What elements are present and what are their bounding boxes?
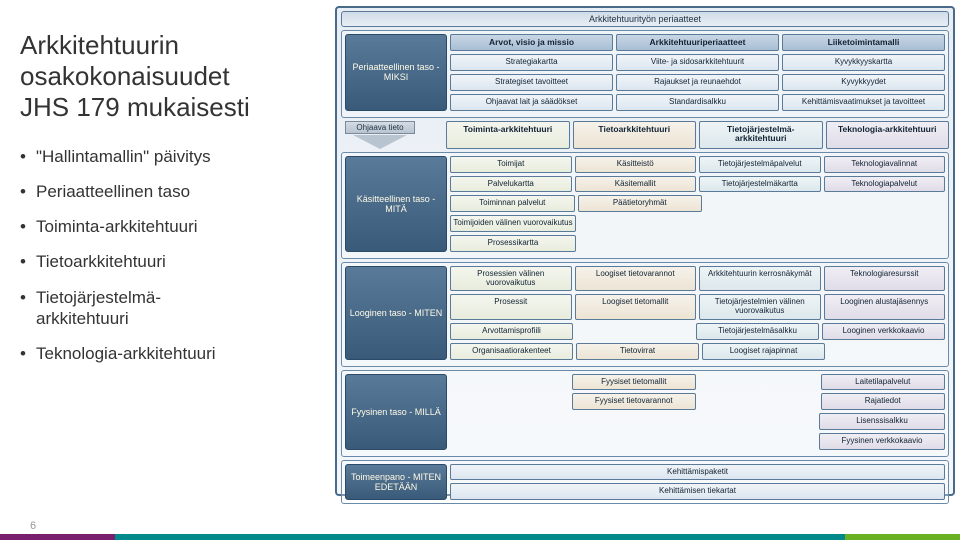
grid-cell: Toiminnan palvelut <box>450 195 575 212</box>
p-cell: Liiketoimintamalli <box>782 34 945 51</box>
p-cell: Rajaukset ja reunaehdot <box>616 74 779 91</box>
grid-cell: Palvelukartta <box>450 176 572 193</box>
footer-bar <box>0 534 960 540</box>
grid-cell: Looginen alustajäsennys <box>824 294 946 320</box>
p-cell: Standardisalkku <box>616 94 779 111</box>
level-implementation: Toimeenpano - MITEN EDETÄÄN Kehittämispa… <box>341 460 949 505</box>
p-cell: Ohjaavat lait ja säädökset <box>450 94 613 111</box>
level-conceptual: Käsitteellinen taso - MITÄ ToimijatKäsit… <box>341 152 949 259</box>
level-label-logical: Looginen taso - MITEN <box>345 266 447 360</box>
page-number: 6 <box>30 520 36 532</box>
footer-seg <box>845 534 960 540</box>
ohjaava-arrow: Ohjaava tieto <box>341 121 443 149</box>
grid-cell: Looginen verkkokaavio <box>822 323 945 340</box>
grid-cell: Päätietoryhmät <box>578 195 703 212</box>
level-principle: Periaatteellinen taso - MIKSI Arvot, vis… <box>341 30 949 118</box>
col-header: Tietoarkkitehtuuri <box>573 121 697 149</box>
bullet-item: Teknologia-arkkitehtuuri <box>20 343 315 364</box>
grid-cell: Prosessit <box>450 294 572 320</box>
col-header: Tietojärjestelmä-arkkitehtuuri <box>699 121 823 149</box>
grid-cell: Teknologiavalinnat <box>824 156 946 173</box>
p-cell: Strategiakartta <box>450 54 613 71</box>
grid-cell: Loogiset tietovarannot <box>575 266 697 292</box>
bullet-item: Toiminta-arkkitehtuuri <box>20 216 315 237</box>
grid-cell: Loogiset tietomallit <box>575 294 697 320</box>
grid-cell: Rajatiedot <box>821 393 946 410</box>
level-physical: Fyysinen taso - MILLÄ Fyysiset tietomall… <box>341 370 949 457</box>
p-cell: Kyvykkyyskartta <box>782 54 945 71</box>
grid-cell: Toimijoiden välinen vuorovaikutus <box>450 215 576 232</box>
architecture-diagram: Arkkitehtuurityön periaatteet Periaattee… <box>335 6 955 496</box>
p-cell: Arkkitehtuuriperiaatteet <box>616 34 779 51</box>
grid-cell: Tietojärjestelmien välinen vuorovaikutus <box>699 294 821 320</box>
grid-cell: Fyysinen verkkokaavio <box>819 433 945 450</box>
grid-cell: Toimijat <box>450 156 572 173</box>
level-label-principle: Periaatteellinen taso - MIKSI <box>345 34 447 111</box>
grid-cell: Tietojärjestelmäkartta <box>699 176 821 193</box>
grid-cell: Fyysiset tietovarannot <box>572 393 697 410</box>
grid-cell: Fyysiset tietomallit <box>572 374 697 391</box>
grid-cell: Tietovirrat <box>576 343 699 360</box>
p-cell: Kyvykkyydet <box>782 74 945 91</box>
p-cell: Strategiset tavoitteet <box>450 74 613 91</box>
grid-cell: Tietojärjestelmäpalvelut <box>699 156 821 173</box>
bullet-item: Periaatteellinen taso <box>20 181 315 202</box>
bottom-cell: Kehittämispaketit <box>450 464 945 481</box>
footer-seg <box>0 534 115 540</box>
grid-cell: Tietojärjestelmäsalkku <box>696 323 819 340</box>
bullet-item: Tietoarkkitehtuuri <box>20 251 315 272</box>
p-cell: Arvot, visio ja missio <box>450 34 613 51</box>
grid-cell: Teknologiapalvelut <box>824 176 946 193</box>
grid-cell: Prosessikartta <box>450 235 576 252</box>
grid-cell: Prosessien välinen vuorovaikutus <box>450 266 572 292</box>
bottom-cell: Kehittämisen tiekartat <box>450 483 945 500</box>
p-cell: Viite- ja sidosarkkitehtuurit <box>616 54 779 71</box>
level-label-physical: Fyysinen taso - MILLÄ <box>345 374 447 450</box>
footer-seg <box>115 534 845 540</box>
grid-cell: Käsitemallit <box>575 176 697 193</box>
col-header: Teknologia-arkkitehtuuri <box>826 121 950 149</box>
grid-cell: Laitetilapalvelut <box>821 374 946 391</box>
level-logical: Looginen taso - MITEN Prosessien välinen… <box>341 262 949 367</box>
grid-cell: Organisaatiorakenteet <box>450 343 573 360</box>
top-band: Arkkitehtuurityön periaatteet <box>341 11 949 27</box>
col-header: Toiminta-arkkitehtuuri <box>446 121 570 149</box>
slide-title: Arkkitehtuurin osakokonaisuudet JHS 179 … <box>20 30 315 124</box>
left-panel: Arkkitehtuurin osakokonaisuudet JHS 179 … <box>0 20 335 388</box>
grid-cell: Lisenssisalkku <box>819 413 945 430</box>
grid-cell: Loogiset rajapinnat <box>702 343 825 360</box>
p-cell: Kehittämisvaatimukset ja tavoitteet <box>782 94 945 111</box>
level-label-implementation: Toimeenpano - MITEN EDETÄÄN <box>345 464 447 501</box>
bullet-item: "Hallintamallin" päivitys <box>20 146 315 167</box>
grid-cell: Arkkitehtuurin kerrosnäkymät <box>699 266 821 292</box>
grid-cell: Käsitteistö <box>575 156 697 173</box>
grid-cell: Teknologiaresurssit <box>824 266 946 292</box>
bullet-list: "Hallintamallin" päivitys Periaatteellin… <box>20 146 315 365</box>
level-label-conceptual: Käsitteellinen taso - MITÄ <box>345 156 447 252</box>
bullet-item: Tietojärjestelmä-arkkitehtuuri <box>20 287 315 330</box>
grid-cell: Arvottamisprofiili <box>450 323 573 340</box>
